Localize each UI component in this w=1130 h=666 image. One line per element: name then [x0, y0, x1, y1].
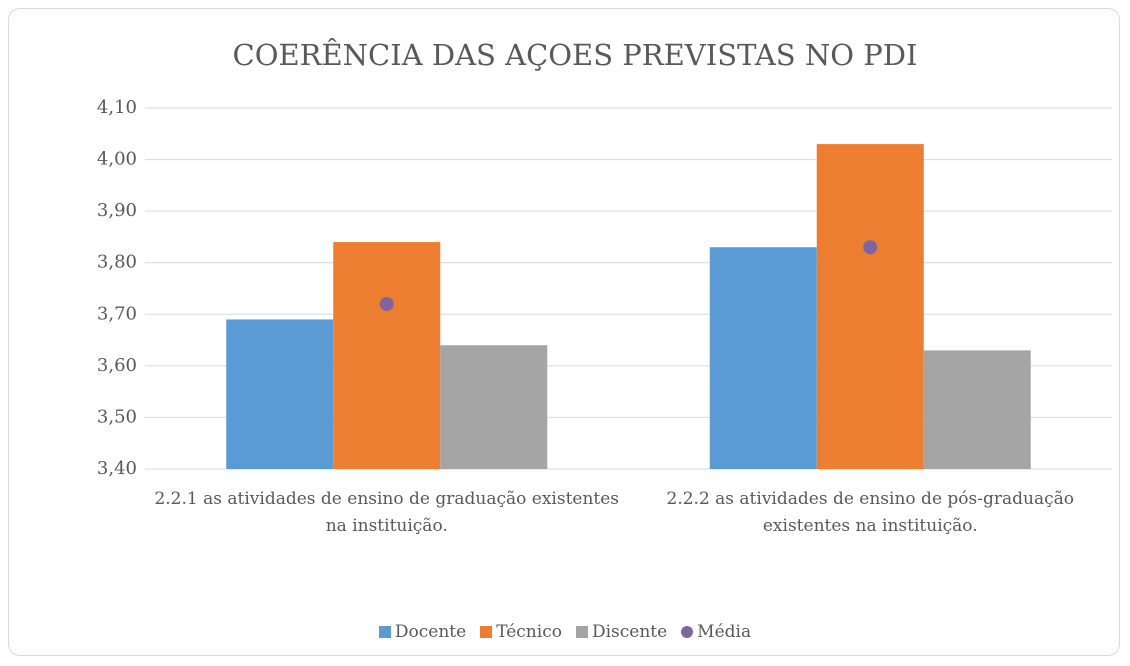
- legend-item: Docente: [378, 622, 467, 642]
- bar: [816, 144, 924, 469]
- bar: [923, 350, 1031, 469]
- legend-swatch: [575, 626, 588, 638]
- bar: [333, 242, 441, 469]
- bar: [709, 247, 817, 469]
- y-tick-label: 4,10: [97, 97, 137, 118]
- legend-swatch: [378, 626, 391, 638]
- chart-title: COERÊNCIA DAS AÇOES PREVISTAS NO PDI: [233, 37, 918, 72]
- y-tick-label: 3,70: [97, 303, 137, 324]
- chart-frame: [8, 8, 1120, 656]
- dot: [379, 296, 394, 311]
- bar: [440, 345, 548, 469]
- legend-label: Técnico: [496, 622, 562, 642]
- legend-swatch: [480, 626, 493, 638]
- legend: Docente Técnico Discente Média: [0, 622, 1130, 642]
- legend-label: Média: [697, 622, 752, 642]
- y-tick-label: 3,40: [97, 458, 137, 479]
- x-tick-label: 2.2.1 as atividades de ensino de graduaç…: [154, 489, 620, 536]
- x-tick-label: 2.2.2 as atividades de ensino de pós-gra…: [666, 489, 1075, 536]
- legend-item: Técnico: [480, 622, 562, 642]
- legend-label: Discente: [591, 622, 668, 642]
- y-tick-label: 4,00: [97, 149, 137, 170]
- legend-item: Média: [681, 622, 751, 642]
- y-tick-label: 3,90: [97, 200, 137, 221]
- y-tick-label: 3,60: [97, 355, 137, 376]
- dot: [863, 240, 878, 255]
- legend-item: Discente: [575, 622, 668, 642]
- y-tick-label: 3,80: [97, 252, 137, 273]
- bar: [226, 319, 334, 469]
- legend-label: Docente: [394, 622, 467, 642]
- y-tick-label: 3,50: [97, 406, 137, 427]
- legend-swatch: [681, 626, 694, 638]
